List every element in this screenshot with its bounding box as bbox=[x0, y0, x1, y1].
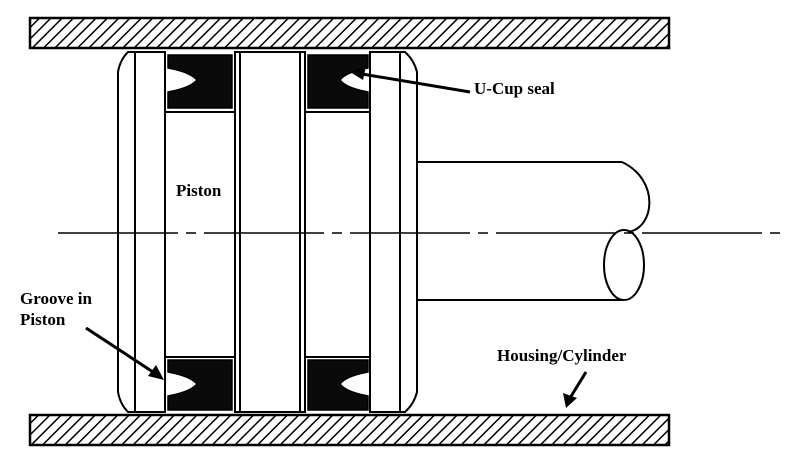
groove-label-line1: Groove in bbox=[20, 289, 92, 308]
piston-label: Piston bbox=[176, 181, 222, 200]
housing-bottom-wall bbox=[28, 413, 671, 447]
housing-label: Housing/Cylinder bbox=[497, 346, 627, 365]
housing-arrow bbox=[563, 371, 588, 408]
u-cup-seal-top-left bbox=[167, 54, 233, 109]
housing-top-wall bbox=[28, 16, 671, 50]
u-cup-seal-bottom-left bbox=[167, 359, 233, 411]
piston-body bbox=[117, 51, 418, 413]
u-cup-seal-label: U-Cup seal bbox=[474, 79, 555, 98]
groove-arrow bbox=[85, 326, 164, 380]
u-cup-arrow bbox=[350, 66, 471, 94]
u-cup-seal-bottom-right bbox=[307, 359, 369, 411]
piston-rod bbox=[416, 161, 651, 301]
u-cup-seal-top-right bbox=[307, 54, 369, 109]
groove-label-line2: Piston bbox=[20, 310, 66, 329]
